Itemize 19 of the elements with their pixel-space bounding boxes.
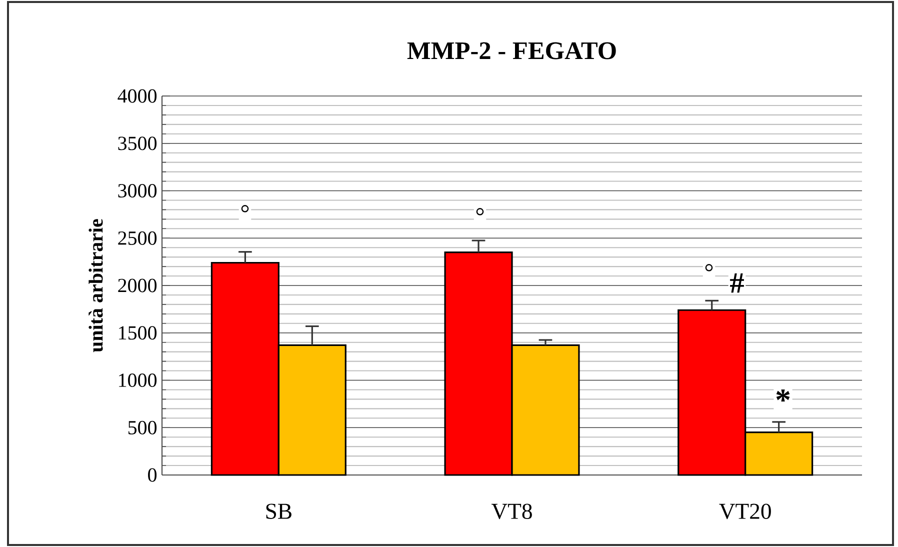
annotation: ° xyxy=(241,205,249,212)
y-tick-label: 2000 xyxy=(118,278,157,292)
y-tick-label: 1000 xyxy=(119,374,157,387)
chart-title: MMP-2 - FEGATO xyxy=(407,42,616,60)
y-tick-label: 2500 xyxy=(118,231,157,245)
y-tick-label: 500 xyxy=(128,420,157,434)
y-tick-label: 1500 xyxy=(119,326,157,340)
x-tick-label: SB xyxy=(266,504,292,519)
y-tick-label: 3500 xyxy=(118,136,157,150)
annotation: ° xyxy=(476,208,484,216)
y-tick-label: 0 xyxy=(148,468,157,482)
x-tick-label: VT20 xyxy=(719,504,771,520)
y-axis-title: unità arbitrarie xyxy=(88,219,103,352)
annotation: # xyxy=(730,273,744,293)
y-tick-label: 3000 xyxy=(118,184,157,198)
annotation: ° xyxy=(705,264,713,272)
x-tick-label: VT8 xyxy=(491,504,532,520)
y-tick-label: 4000 xyxy=(118,89,157,103)
annotation: * xyxy=(776,389,790,402)
